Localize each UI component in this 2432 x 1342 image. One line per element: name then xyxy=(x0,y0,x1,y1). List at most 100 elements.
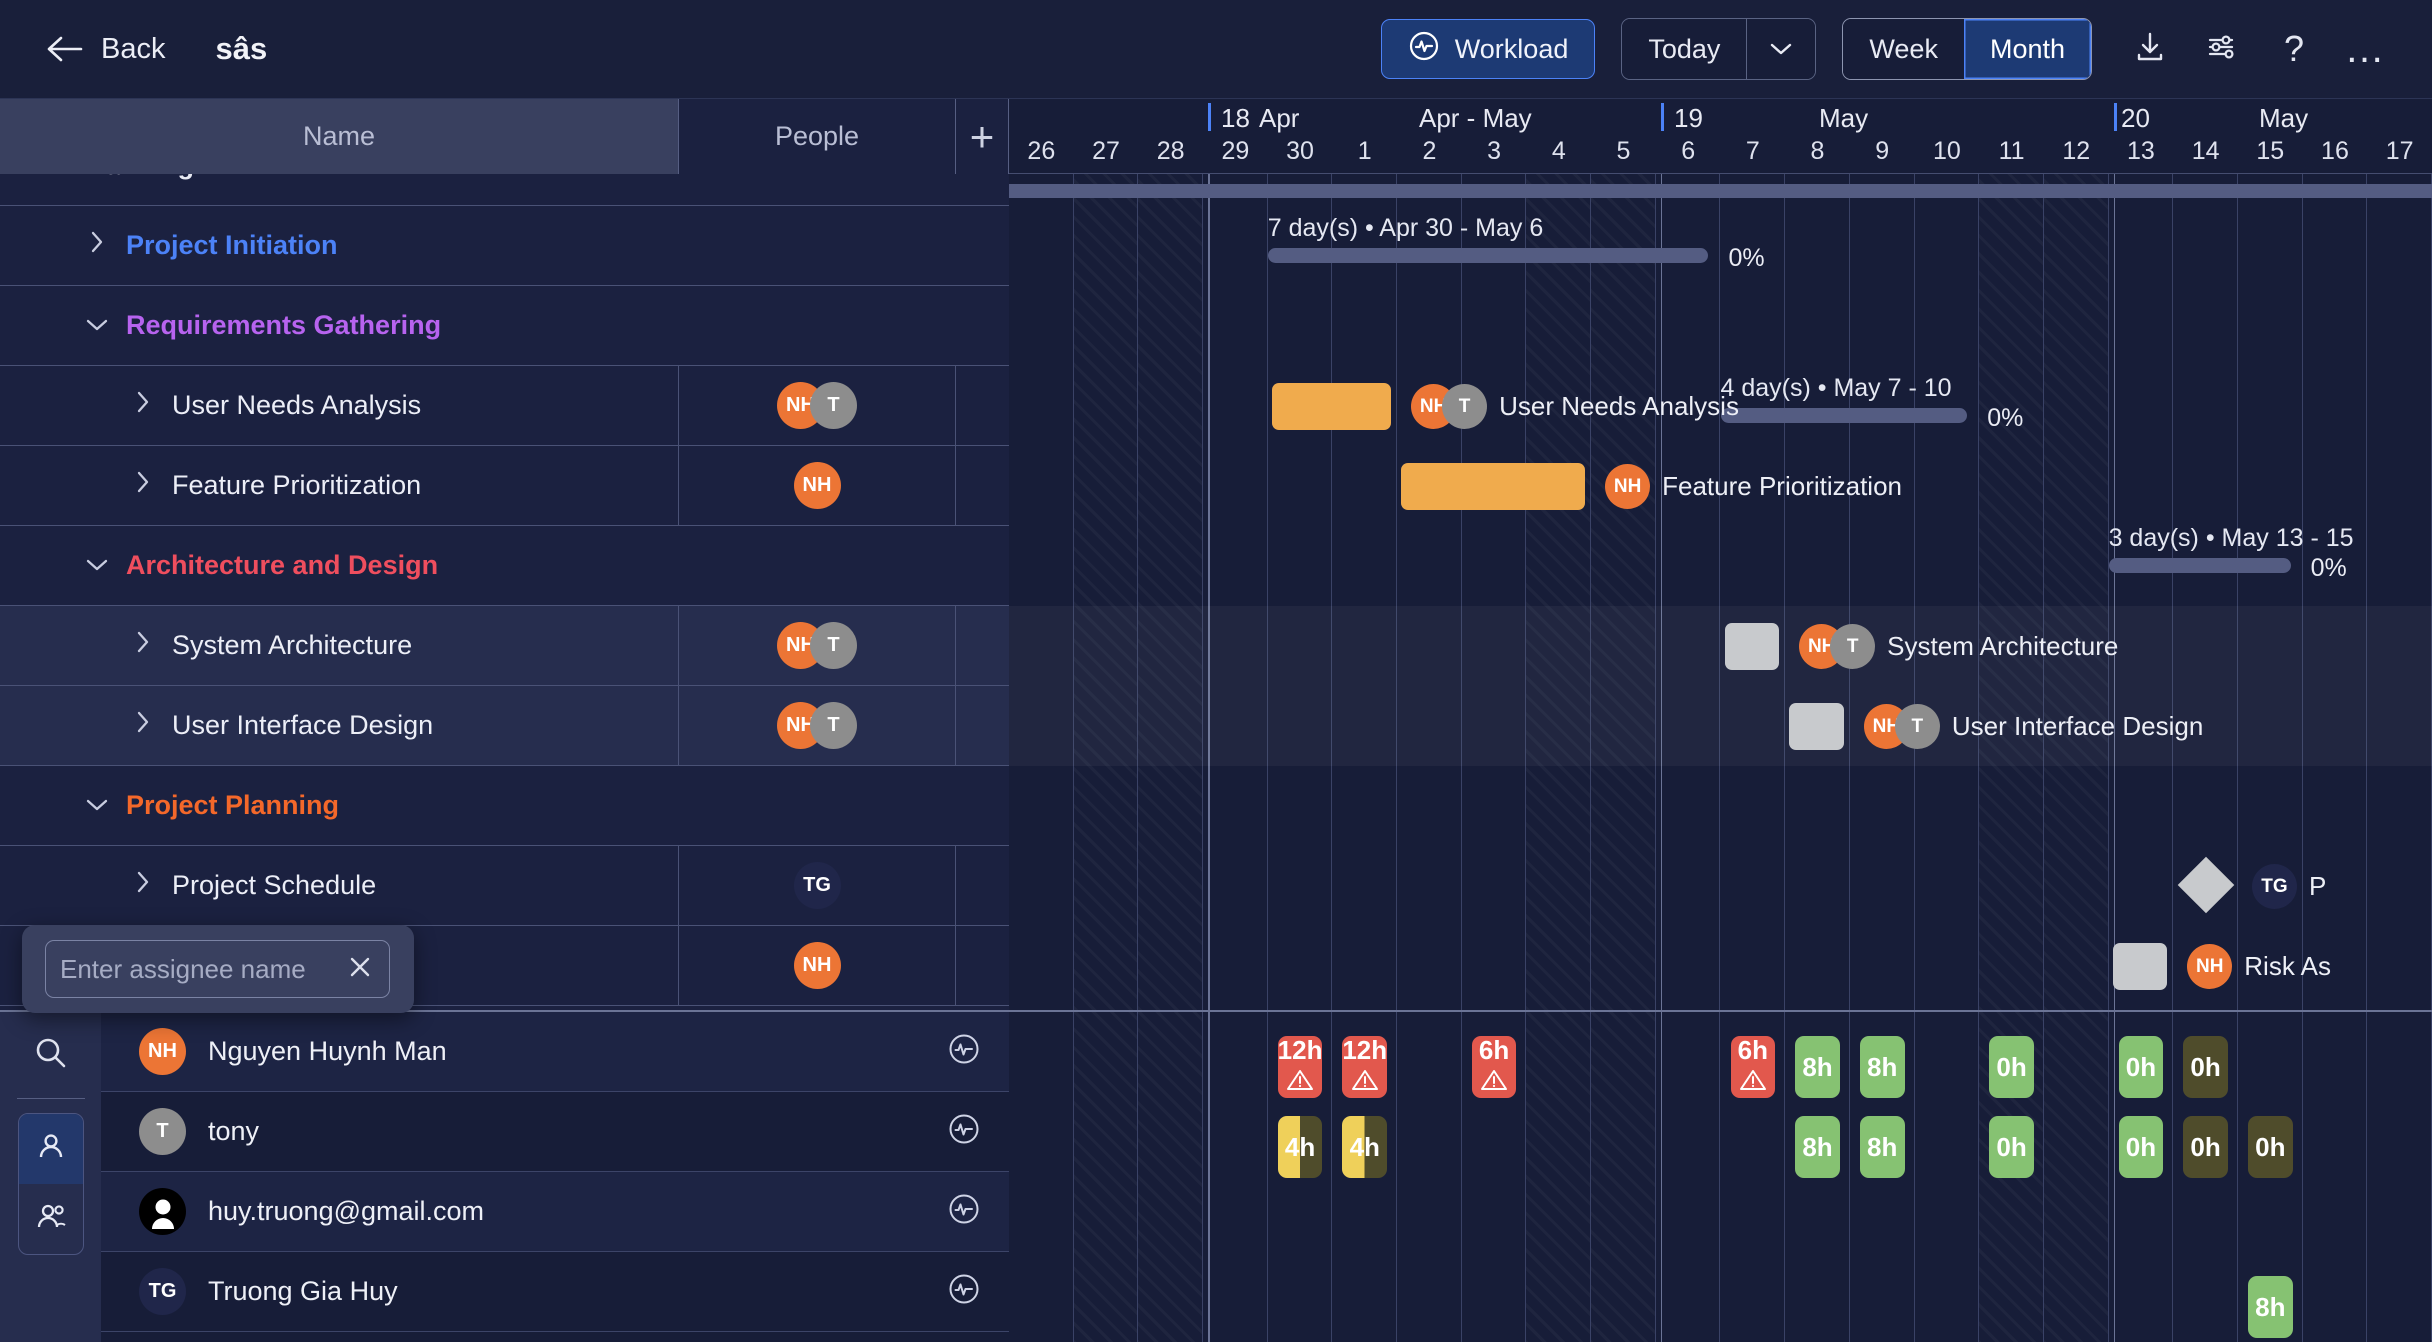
task-name-cell[interactable]: User Needs Analysis xyxy=(0,366,679,445)
workload-button[interactable]: Workload xyxy=(1380,19,1596,79)
workload-person-row[interactable]: TG Truong Gia Huy xyxy=(101,1252,1009,1332)
task-row[interactable]: Planning xyxy=(0,174,1009,206)
activity-circle-icon[interactable] xyxy=(947,1032,981,1071)
gantt-bar[interactable] xyxy=(1789,703,1844,750)
settings-button[interactable] xyxy=(2186,19,2258,79)
task-row[interactable]: User Needs Analysis NH T xyxy=(0,366,1009,446)
workload-hour-cell[interactable]: 12h xyxy=(1278,1035,1322,1098)
activity-circle-icon[interactable] xyxy=(947,1192,981,1231)
gantt-summary-bar[interactable] xyxy=(1267,248,1709,263)
task-row[interactable]: Project Planning xyxy=(0,766,1009,846)
today-button[interactable]: Today xyxy=(1622,19,1747,79)
gantt-timeline-canvas[interactable]: 7 day(s) • Apr 30 - May 6 0% 4 day(s) • Ma… xyxy=(1009,174,2432,1010)
task-row[interactable]: User Interface Design NH T xyxy=(0,686,1009,766)
task-name-cell[interactable]: User Interface Design xyxy=(0,686,679,765)
gantt-summary[interactable]: 7 day(s) • Apr 30 - May 6 xyxy=(1267,214,1709,263)
today-dropdown-button[interactable] xyxy=(1746,19,1816,79)
task-name-cell[interactable]: Project Planning xyxy=(0,766,679,845)
task-row[interactable]: Project Initiation xyxy=(0,206,1009,286)
chevron-right-icon[interactable] xyxy=(80,229,114,262)
workload-hour-cell[interactable]: 0h xyxy=(2247,1116,2293,1178)
task-people-cell[interactable]: NH T xyxy=(679,686,956,765)
gantt-bar[interactable] xyxy=(1724,623,1780,670)
avatar[interactable]: T xyxy=(1830,624,1876,669)
gantt-summary-bar[interactable] xyxy=(2108,558,2291,573)
workload-team-view-button[interactable] xyxy=(19,1184,83,1254)
workload-person-row[interactable]: huy.truong@gmail.com xyxy=(101,1172,1009,1252)
month-view-button[interactable]: Month xyxy=(1963,19,2091,79)
activity-circle-icon[interactable] xyxy=(947,1272,981,1311)
chevron-down-icon[interactable] xyxy=(34,174,68,180)
avatar[interactable]: T xyxy=(1442,384,1488,429)
avatar[interactable]: NH xyxy=(139,1028,186,1075)
column-header-name[interactable]: Name xyxy=(0,99,679,174)
back-button[interactable]: Back xyxy=(45,33,165,66)
avatar[interactable]: TG xyxy=(2251,864,2297,909)
workload-hour-cell[interactable]: 0h xyxy=(1989,1116,2034,1178)
chevron-down-icon[interactable] xyxy=(80,552,114,580)
task-name-cell[interactable]: Requirements Gathering xyxy=(0,286,679,365)
workload-person-view-button[interactable] xyxy=(18,1114,83,1184)
gantt-bar[interactable] xyxy=(1271,383,1392,430)
task-people-cell[interactable]: NH xyxy=(679,926,956,1005)
workload-hour-cell[interactable]: 8h xyxy=(1859,1116,1905,1178)
gantt-bar[interactable] xyxy=(2112,943,2168,990)
task-row[interactable]: NH xyxy=(0,926,1009,1006)
avatar[interactable]: T xyxy=(810,622,857,669)
task-row[interactable]: Requirements Gathering xyxy=(0,286,1009,366)
workload-hour-cell[interactable]: 6h xyxy=(1471,1035,1517,1098)
avatar[interactable]: TG xyxy=(793,862,841,909)
workload-hour-cell[interactable]: 0h xyxy=(2183,1116,2228,1178)
avatar[interactable]: NH xyxy=(793,942,841,989)
gantt-bar[interactable] xyxy=(1401,463,1586,510)
chevron-down-icon[interactable] xyxy=(80,312,114,340)
chevron-right-icon[interactable] xyxy=(126,629,160,662)
avatar[interactable]: TG xyxy=(139,1268,186,1315)
chevron-right-icon[interactable] xyxy=(126,469,160,502)
task-name-cell[interactable]: Project Schedule xyxy=(0,846,679,925)
avatar[interactable]: T xyxy=(810,382,857,429)
task-row[interactable]: Feature Prioritization NH xyxy=(0,446,1009,526)
task-people-cell[interactable]: NH T xyxy=(679,366,956,445)
workload-hour-cell[interactable]: 4h xyxy=(1277,1116,1323,1178)
assignee-input-wrapper[interactable]: Enter assignee name xyxy=(45,940,390,998)
workload-hour-cell[interactable]: 8h xyxy=(1795,1036,1840,1098)
task-name-cell[interactable]: Architecture and Design xyxy=(0,526,679,605)
workload-hour-cell[interactable]: 4h xyxy=(1342,1116,1388,1178)
avatar[interactable]: NH xyxy=(1605,464,1651,509)
workload-hour-cell[interactable]: 8h xyxy=(2247,1276,2293,1338)
workload-hour-cell[interactable]: 0h xyxy=(2118,1036,2164,1098)
gantt-summary[interactable]: 3 day(s) • May 13 - 15 xyxy=(2108,524,2354,573)
task-people-cell[interactable]: TG xyxy=(679,846,956,925)
gantt-summary-bar[interactable] xyxy=(1720,408,1968,423)
gantt-summary[interactable]: 4 day(s) • May 7 - 10 xyxy=(1720,374,1968,423)
task-row[interactable]: Project Schedule TG xyxy=(0,846,1009,926)
avatar[interactable]: T xyxy=(810,702,857,749)
avatar[interactable]: T xyxy=(139,1108,186,1155)
task-people-cell[interactable]: NH xyxy=(679,446,956,525)
avatar[interactable]: NH xyxy=(793,462,841,509)
download-button[interactable] xyxy=(2114,19,2186,79)
workload-hour-cell[interactable]: 0h xyxy=(2183,1036,2228,1098)
task-name-cell[interactable]: Feature Prioritization xyxy=(0,446,679,525)
chevron-right-icon[interactable] xyxy=(126,709,160,742)
task-people-cell[interactable]: NH T xyxy=(679,606,956,685)
column-header-people[interactable]: People xyxy=(679,99,956,174)
workload-hour-cell[interactable]: 12h xyxy=(1342,1035,1387,1098)
workload-person-row[interactable]: NH Nguyen Huynh Man xyxy=(101,1012,1009,1092)
add-column-button[interactable]: + xyxy=(956,99,1009,174)
workload-search-button[interactable] xyxy=(0,1012,101,1098)
workload-hour-cell[interactable]: 8h xyxy=(1795,1116,1840,1178)
activity-circle-icon[interactable] xyxy=(947,1112,981,1151)
avatar[interactable]: NH xyxy=(2187,944,2233,989)
workload-hour-cell[interactable]: 0h xyxy=(2118,1116,2164,1178)
task-name-cell[interactable]: System Architecture xyxy=(0,606,679,685)
task-name-cell[interactable]: Planning xyxy=(0,174,679,205)
task-name-cell[interactable] xyxy=(0,926,679,1005)
close-icon[interactable] xyxy=(345,952,375,987)
workload-hour-cell[interactable]: 8h xyxy=(1859,1036,1905,1098)
task-row[interactable]: System Architecture NH T xyxy=(0,606,1009,686)
chevron-down-icon[interactable] xyxy=(80,792,114,820)
avatar[interactable]: T xyxy=(1894,704,1940,749)
